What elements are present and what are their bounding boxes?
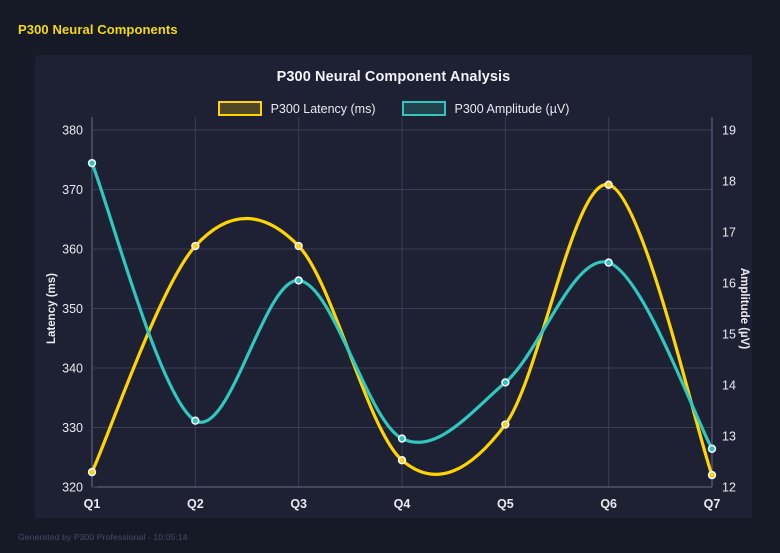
x-axis-tick-label: Q5 [497, 497, 514, 511]
x-axis-tick-label: Q2 [187, 497, 204, 511]
data-point-marker[interactable] [604, 180, 613, 189]
data-point-marker[interactable] [501, 420, 510, 429]
data-point-marker[interactable] [191, 241, 200, 251]
chart-legend: P300 Latency (ms) P300 Amplitude (µV) [35, 101, 752, 116]
y-axis-left-tick-label: 370 [62, 183, 83, 197]
chart-title: P300 Neural Component Analysis [276, 69, 511, 85]
data-point-marker[interactable] [294, 276, 303, 285]
data-point-marker[interactable] [87, 467, 97, 477]
data-point-marker[interactable] [707, 470, 717, 480]
legend-label-latency: P300 Latency (ms) [270, 101, 376, 116]
chart-card: P300 Neural Component Analysis P300 Late… [35, 55, 752, 518]
y-axis-left-title: Latency (ms) [46, 273, 58, 344]
y-axis-right-tick-label: 15 [722, 328, 736, 342]
y-axis-left-tick-label: 380 [62, 124, 83, 138]
y-axis-right-tick-label: 14 [722, 379, 736, 393]
x-axis-tick-label: Q7 [704, 497, 721, 511]
legend-label-amplitude: P300 Amplitude (µV) [454, 101, 570, 116]
legend-item-amplitude[interactable]: P300 Amplitude (µV) [401, 101, 570, 116]
data-point-marker[interactable] [87, 158, 97, 168]
y-axis-left-tick-label: 330 [62, 421, 83, 435]
y-axis-right-tick-label: 13 [722, 430, 736, 444]
x-axis-tick-label: Q6 [600, 497, 617, 511]
y-axis-right-title: Amplitude (µV) [738, 268, 750, 350]
y-axis-right-tick-label: 17 [722, 226, 736, 240]
data-point-marker[interactable] [707, 444, 717, 453]
x-axis-tick-label: Q3 [290, 497, 307, 511]
y-axis-left-tick-label: 360 [62, 243, 83, 257]
y-axis-right-tick-label: 16 [722, 277, 736, 291]
y-axis-left-tick-label: 350 [62, 302, 83, 316]
legend-item-latency[interactable]: P300 Latency (ms) [217, 101, 376, 116]
page-title: P300 Neural Components [18, 22, 178, 37]
data-point-marker[interactable] [501, 378, 510, 387]
x-axis-tick-label: Q1 [84, 497, 101, 511]
y-axis-left-tick-label: 320 [62, 481, 83, 495]
plot-area: 320 330 340 350 360 370 380 12 13 14 15 16 17 18 19 Q1 Q… [35, 55, 752, 518]
data-point-marker[interactable] [191, 416, 200, 425]
y-axis-right-tick-label: 18 [722, 175, 736, 189]
x-axis-tick-label: Q4 [394, 497, 411, 511]
legend-swatch-latency [217, 101, 262, 116]
data-point-marker[interactable] [397, 456, 407, 465]
legend-swatch-amplitude [401, 101, 446, 116]
data-point-marker[interactable] [397, 434, 407, 443]
chart-canvas: 320 330 340 350 360 370 380 12 13 14 15 16 17 18 19 Q1 Q… [46, 117, 750, 511]
data-point-marker[interactable] [294, 241, 303, 251]
y-axis-left-tick-label: 340 [62, 362, 83, 376]
footer-caption: Generated by P300 Professional - 10:05:1… [18, 532, 188, 542]
y-axis-right-tick-label: 19 [722, 124, 736, 138]
y-axis-right-tick-label: 12 [722, 481, 736, 495]
data-point-marker[interactable] [604, 258, 613, 267]
